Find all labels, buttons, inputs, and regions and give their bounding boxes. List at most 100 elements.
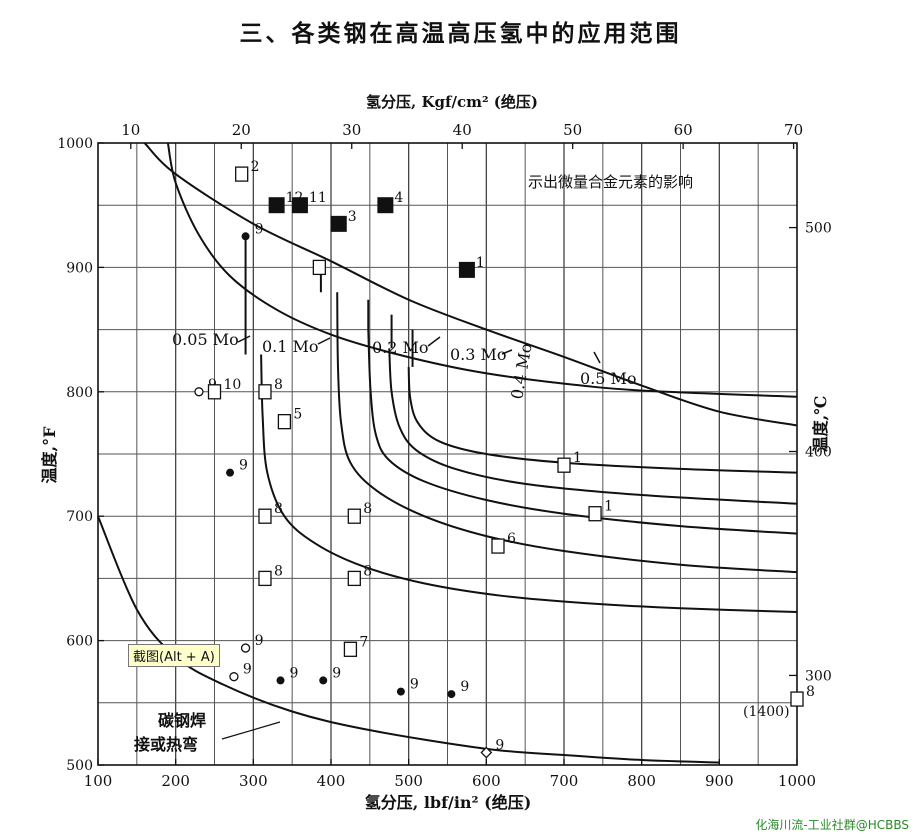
carbon-steel-leader xyxy=(221,721,281,740)
x-bottom-tick-label: 500 xyxy=(394,772,423,790)
curve-label-mo: 0.2 Mo xyxy=(372,338,429,357)
data-point-label: 8 xyxy=(363,563,372,579)
data-point-label: 9 xyxy=(290,665,299,681)
series-line-5 xyxy=(388,348,798,505)
x-top-tick-label: 50 xyxy=(563,121,582,139)
y-left-tick-label: 800 xyxy=(66,385,93,401)
x-top-tick-label: 10 xyxy=(121,121,140,139)
data-point-25 xyxy=(396,687,405,696)
data-point-11 xyxy=(277,414,292,430)
data-point-14 xyxy=(258,508,272,524)
data-point-7 xyxy=(458,261,475,278)
data-point-label: 4 xyxy=(394,190,403,206)
carbon-steel-label-line2: 接或热弯 xyxy=(134,735,198,754)
x-top-tick-label: 70 xyxy=(784,121,803,139)
x-bottom-tick-label: 300 xyxy=(239,772,268,790)
data-point-label: 1 xyxy=(604,499,613,515)
x-bottom-tick-label: 700 xyxy=(550,772,579,790)
x-bottom-tick-label: 1000 xyxy=(778,772,816,790)
data-point-27 xyxy=(480,746,493,759)
data-point-label: 1 xyxy=(476,255,485,271)
data-point-2 xyxy=(291,197,308,214)
x-top-tick-label: 30 xyxy=(342,121,361,139)
x-bottom-tick-label: 100 xyxy=(84,772,113,790)
y-right-tick-label: 500 xyxy=(805,221,832,237)
data-point-17 xyxy=(491,538,505,554)
data-point-6 xyxy=(312,259,327,276)
data-point-16 xyxy=(588,506,602,522)
y-left-tick-label: 700 xyxy=(66,509,93,525)
data-point-label: 5 xyxy=(293,407,302,423)
x-top-axis-title: 氢分压, Kgf/cm² (绝压) xyxy=(366,93,538,111)
curve-label-arrow xyxy=(427,336,441,347)
curve-label-mo: 0.3 Mo xyxy=(450,345,507,364)
data-point-label: 9 xyxy=(460,679,469,695)
series-line-7 xyxy=(143,142,798,427)
data-point-26 xyxy=(447,690,456,699)
data-point-12 xyxy=(557,457,571,473)
data-point-label: 2 xyxy=(251,159,260,175)
data-point-label: 9 xyxy=(332,665,341,681)
data-point-label: 8 xyxy=(363,501,372,517)
data-point-1 xyxy=(268,197,285,214)
data-point-15 xyxy=(347,508,361,524)
data-point-20 xyxy=(240,643,251,653)
data-point-label: 8 xyxy=(806,684,815,700)
pressure-1400-label: (1400) xyxy=(743,704,790,720)
series-line-1 xyxy=(166,142,798,398)
plot-frame xyxy=(97,142,798,766)
data-point-22 xyxy=(229,672,239,682)
y-left-tick-label: 500 xyxy=(66,758,93,774)
x-bottom-tick-label: 600 xyxy=(472,772,501,790)
curve-label-mo: 0.05 Mo xyxy=(172,330,239,349)
y-right-tick-label: 300 xyxy=(805,668,832,684)
data-point-21 xyxy=(343,641,358,657)
data-point-label: 8 xyxy=(274,501,283,517)
y-left-tick-label: 600 xyxy=(66,634,93,650)
series-line-6 xyxy=(407,366,798,474)
data-point-3 xyxy=(377,197,394,214)
data-point-label: 9 xyxy=(239,458,248,474)
page-title: 三、各类钢在高温高压氢中的应用范围 xyxy=(239,20,682,47)
series-line-0 xyxy=(97,515,720,764)
data-point-4 xyxy=(330,215,347,232)
series-line-3 xyxy=(336,292,798,574)
x-bottom-tick-label: 400 xyxy=(317,772,346,790)
y-right-axis-title: 温度,℃ xyxy=(811,396,830,454)
data-point-label: 8 xyxy=(274,377,283,393)
y-left-axis-title: 温度,°F xyxy=(40,426,59,485)
x-top-tick-label: 60 xyxy=(674,121,693,139)
data-point-0 xyxy=(235,166,249,182)
x-top-tick-label: 20 xyxy=(232,121,251,139)
data-point-label: 7 xyxy=(359,634,368,650)
carbon-steel-label-line1: 碳钢焊 xyxy=(158,711,206,730)
data-point-23 xyxy=(276,676,285,685)
data-point-5 xyxy=(241,232,250,241)
data-point-10 xyxy=(258,384,272,400)
data-point-label: 9 xyxy=(255,221,264,237)
data-point-24 xyxy=(319,676,328,685)
data-point-label: 1 xyxy=(573,450,582,466)
data-point-label: 9 xyxy=(495,738,504,754)
y-left-tick-label: 1000 xyxy=(57,136,93,152)
curve-label-mo: 0.5 Mo xyxy=(580,369,637,388)
data-point-8 xyxy=(194,387,204,397)
curve-label-arrow xyxy=(317,337,331,345)
data-point-19 xyxy=(347,570,361,587)
x-bottom-tick-label: 200 xyxy=(161,772,190,790)
y-right-tick-label: 400 xyxy=(805,445,832,461)
screenshot-tooltip: 截图(Alt + A) xyxy=(128,644,220,667)
watermark: 化海川流-工业社群@HCBBS xyxy=(755,818,909,832)
data-point-label: 3 xyxy=(348,209,357,225)
data-point-label: 6 xyxy=(507,531,516,547)
x-top-tick-label: 40 xyxy=(453,121,472,139)
series-line-4 xyxy=(367,329,798,535)
data-point-label: 9 xyxy=(243,662,252,678)
x-bottom-tick-label: 800 xyxy=(627,772,656,790)
data-point-18 xyxy=(258,570,272,587)
data-point-label: 9 xyxy=(410,677,419,693)
data-point-label: 10 xyxy=(224,377,242,393)
y-left-tick-label: 900 xyxy=(66,260,93,276)
x-bottom-tick-label: 900 xyxy=(705,772,734,790)
